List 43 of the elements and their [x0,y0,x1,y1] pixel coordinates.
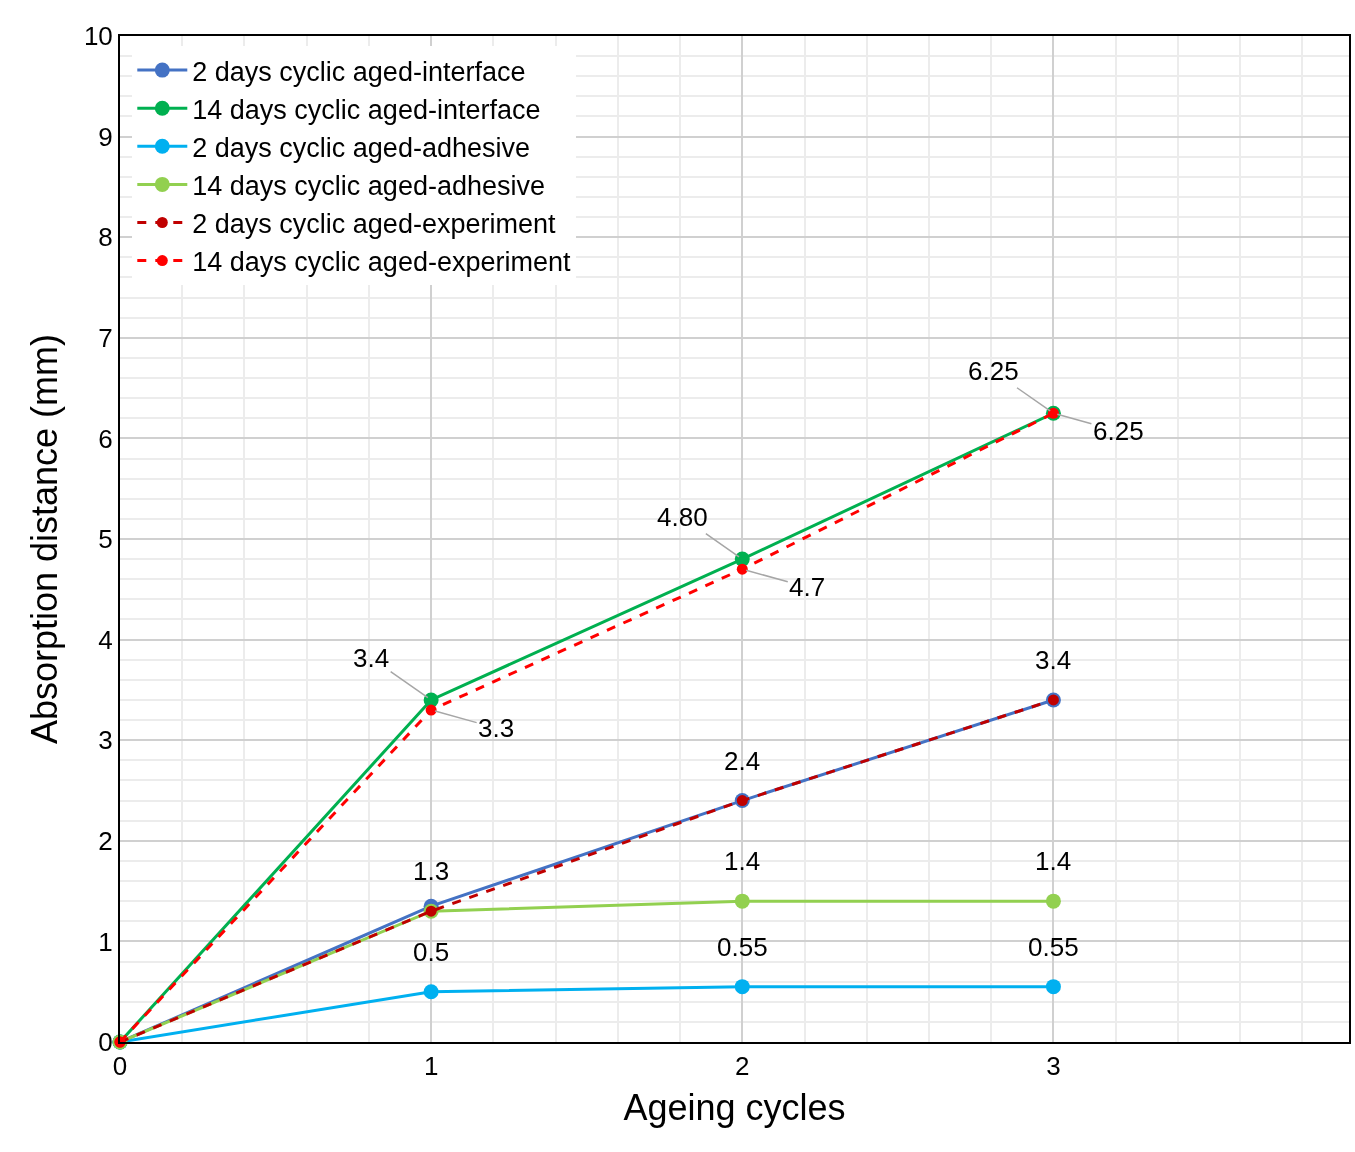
point [423,984,439,1000]
data-label: 6.25 [968,356,1019,386]
y-tick-label: 9 [98,121,113,152]
point [734,979,750,995]
y-tick-label: 5 [98,524,113,555]
data-label: 3.4 [1035,645,1072,675]
y-tick-label: 8 [98,222,113,253]
data-label: 1.4 [1035,846,1072,876]
point [736,563,748,575]
y-tick-label: 4 [98,624,113,655]
y-tick-label: 1 [98,926,113,957]
y-tick-label: 7 [98,322,113,353]
point [425,704,437,716]
data-label: 3.4 [353,643,390,673]
legend-label: 2 days cyclic aged-experiment [192,209,556,240]
legend-label: 14 days cyclic aged-interface [192,94,541,125]
legend-label: 2 days cyclic aged-adhesive [192,132,530,163]
legend-label: 2 days cyclic aged-interface [192,56,526,87]
x-tick-label: 3 [1046,1051,1061,1082]
y-tick-label: 10 [83,21,113,52]
data-label: 1.4 [724,846,761,876]
data-label: 4.80 [657,502,708,532]
legend-label: 14 days cyclic aged-adhesive [192,170,545,201]
y-tick-label: 3 [98,725,113,756]
point [734,893,750,909]
data-label: 6.25 [1093,416,1144,446]
y-tick-label: 2 [98,825,113,856]
data-label: 0.55 [717,932,768,962]
data-label: 1.3 [413,856,450,886]
x-axis-title: Ageing cycles [623,1087,846,1129]
data-label: 3.3 [478,713,515,743]
legend-label: 14 days cyclic aged-experiment [192,247,571,278]
data-label: 4.7 [789,572,826,602]
point [1045,979,1061,995]
x-tick-label: 2 [735,1051,750,1082]
data-label: 2.4 [724,746,761,776]
point [1045,893,1061,909]
y-axis-title: Absorption distance (mm) [24,333,66,745]
data-label: 0.55 [1028,932,1079,962]
y-tick-label: 6 [98,423,113,454]
x-tick-label: 1 [423,1051,439,1082]
data-label: 0.5 [413,937,450,967]
y-tick-label: 0 [98,1027,113,1058]
